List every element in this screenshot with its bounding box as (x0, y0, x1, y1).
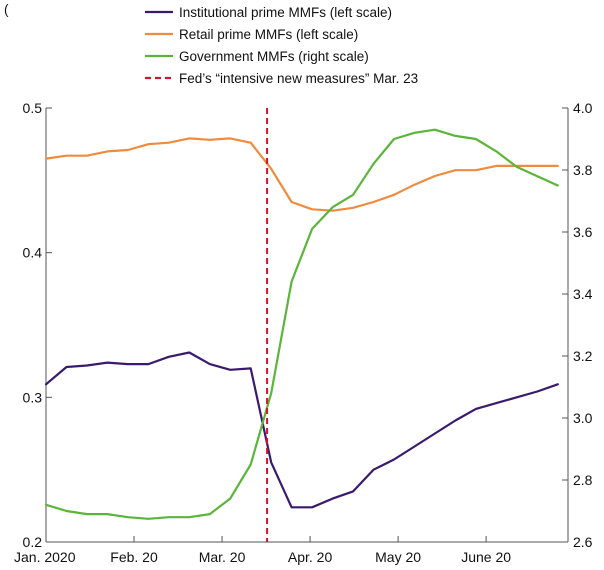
legend: Institutional prime MMFs (left scale) Ret… (145, 5, 418, 86)
legend-entry-1: Institutional prime MMFs (left scale) (145, 5, 392, 20)
series-layer (44, 128, 559, 520)
series-line-3 (44, 128, 559, 520)
right-axis-tick-label: 2.6 (573, 534, 593, 550)
legend-label: Retail prime MMFs (left scale) (179, 27, 358, 42)
right-axis-tick-label: 3.2 (573, 348, 593, 364)
legend-entry-3: Government MMFs (right scale) (145, 49, 369, 64)
right-axis-tick-label: 2.8 (573, 472, 593, 488)
right-axis-tick-label: 3.0 (573, 410, 593, 426)
x-axis-tick-label: June 20 (461, 549, 511, 565)
series-line-2 (44, 137, 559, 212)
x-axis-tick-label: Jan. 2020 (14, 549, 76, 565)
series-line-1 (44, 351, 559, 509)
left-axis-tick-label: 0.2 (23, 534, 43, 550)
right-axis-tick-label: 3.6 (573, 224, 593, 240)
legend-label: Institutional prime MMFs (left scale) (179, 5, 392, 20)
legend-entry-4: Fed’s “intensive new measures” Mar. 23 (145, 71, 418, 86)
right-axis-tick-label: 3.8 (573, 162, 593, 178)
right-axis-tick-label: 3.4 (573, 286, 593, 302)
right-axis-tick-label: 4.0 (573, 100, 593, 116)
left-axis-tick-label: 0.3 (23, 389, 43, 405)
left-axis-tick-label: 0.5 (23, 100, 43, 116)
left-axis-tick-label: 0.4 (23, 245, 43, 261)
plot-frame (45, 108, 569, 543)
header-text: ( (4, 2, 9, 17)
x-axis-tick-label: Apr. 20 (288, 549, 333, 565)
legend-entry-2: Retail prime MMFs (left scale) (145, 27, 358, 42)
legend-label: Fed’s “intensive new measures” Mar. 23 (179, 71, 418, 86)
x-axis-tick-label: May 20 (375, 549, 421, 565)
x-axis-tick-label: Feb. 20 (110, 549, 158, 565)
x-axis-tick-label: Mar. 20 (199, 549, 246, 565)
axes-layer: 0.2 0.3 0.4 0.5 2.6 2.8 3.0 3.2 3.4 3.6 3.8 4.0 Jan.… (14, 100, 593, 565)
legend-label: Government MMFs (right scale) (179, 49, 369, 64)
